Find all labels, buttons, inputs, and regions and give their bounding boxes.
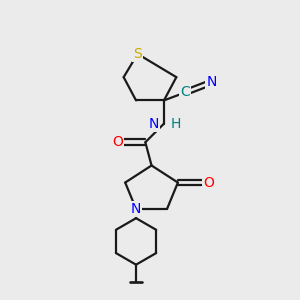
Text: N: N xyxy=(149,117,159,131)
Text: N: N xyxy=(131,202,141,216)
Text: O: O xyxy=(203,176,214,190)
Text: N: N xyxy=(206,75,217,89)
Text: S: S xyxy=(133,47,142,61)
Text: O: O xyxy=(112,135,123,149)
Text: H: H xyxy=(171,117,181,131)
Text: C: C xyxy=(180,85,190,99)
